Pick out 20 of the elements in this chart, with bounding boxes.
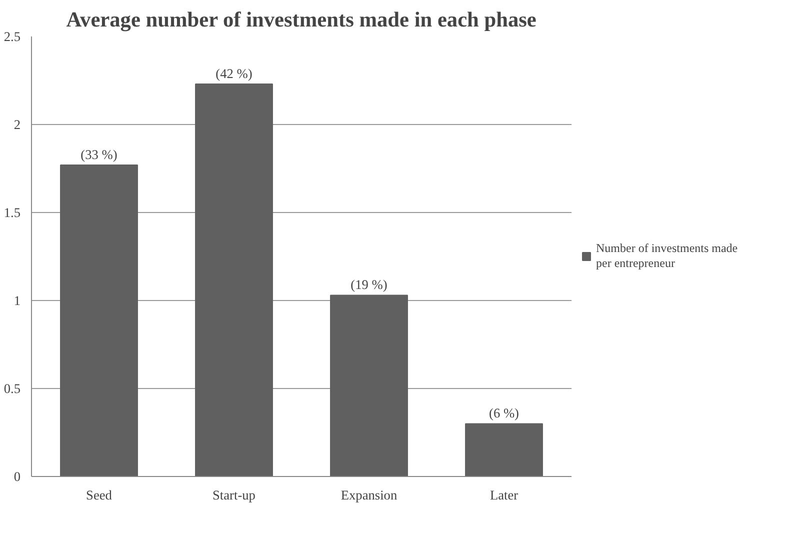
x-tick-label: Expansion xyxy=(340,488,398,502)
bar xyxy=(60,164,138,476)
y-tick-label: 2 xyxy=(14,117,21,132)
annotation: (6 %) xyxy=(489,406,519,421)
annotation: (33 %) xyxy=(80,146,118,162)
y-tick-label: 2.5 xyxy=(4,29,21,44)
y-tick-label: 1.5 xyxy=(4,205,21,220)
y-tick-label: 0.5 xyxy=(4,381,21,396)
bar xyxy=(465,423,543,476)
x-tick-label: Later xyxy=(490,488,519,502)
y-tick-label: 1 xyxy=(14,293,21,308)
x-tick-label: Seed xyxy=(86,488,112,502)
annotation: (19 %) xyxy=(350,277,388,292)
annotation: (42 %) xyxy=(216,66,252,82)
x-tick-label: Start-up xyxy=(212,488,256,502)
chart-title: Average number of investments made in each phase xyxy=(66,8,536,32)
y-tick-label: 0 xyxy=(14,469,21,484)
bar xyxy=(195,84,273,476)
bar xyxy=(330,294,408,476)
legend-label: Number of investments made per entrepreneur xyxy=(596,241,738,271)
